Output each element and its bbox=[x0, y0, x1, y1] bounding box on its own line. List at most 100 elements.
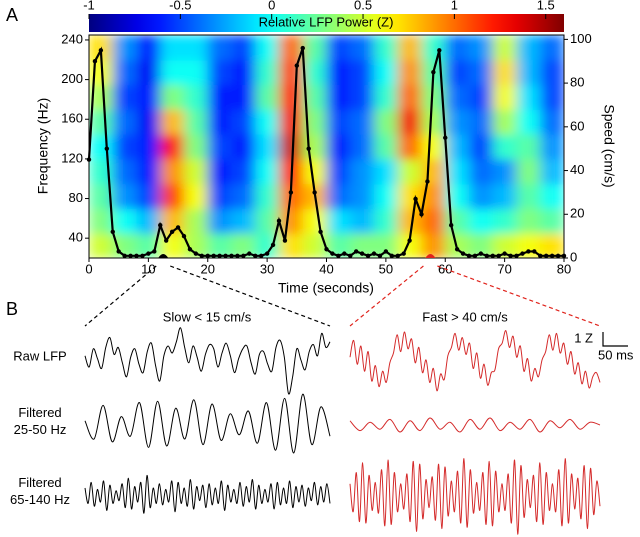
heatmap-cell bbox=[160, 109, 185, 135]
speed-point bbox=[549, 253, 555, 259]
heatmap-cell bbox=[136, 59, 161, 86]
speed-point bbox=[288, 190, 294, 195]
heatmap-cell bbox=[397, 109, 422, 135]
speed-point bbox=[490, 253, 495, 259]
heatmap-cell bbox=[540, 134, 564, 160]
heatmap-cell bbox=[89, 134, 114, 160]
heatmap-cell bbox=[112, 84, 137, 110]
colorbar-tick-label: 1 bbox=[451, 0, 458, 12]
heatmap-cell bbox=[255, 109, 280, 135]
heatmap-cell bbox=[326, 84, 351, 110]
speed-point bbox=[377, 253, 383, 259]
speed-point bbox=[158, 223, 163, 228]
heatmap-cell bbox=[492, 134, 517, 160]
heatmap-cell bbox=[255, 158, 280, 185]
heatmap-cell bbox=[255, 59, 280, 86]
row-label: Filtered bbox=[18, 475, 61, 490]
heatmap-cell bbox=[184, 84, 209, 110]
speed-point bbox=[371, 251, 377, 256]
heatmap-cell bbox=[445, 84, 470, 110]
heatmap-cell bbox=[231, 59, 256, 86]
heatmap-cell bbox=[112, 109, 137, 135]
heatmap-cell bbox=[469, 183, 494, 209]
speed-point bbox=[211, 253, 216, 259]
lfp-trace bbox=[84, 474, 331, 514]
heatmap-cell bbox=[207, 208, 232, 234]
heatmap-cell bbox=[184, 35, 209, 61]
speed-point bbox=[140, 253, 145, 259]
colorbar-title: Relative LFP Power (Z) bbox=[259, 14, 394, 29]
zoom-line bbox=[437, 265, 601, 327]
column-title: Slow < 15 cm/s bbox=[163, 309, 252, 324]
heatmap-cell bbox=[326, 183, 351, 209]
heatmap-cell bbox=[207, 109, 232, 135]
column-title: Fast > 40 cm/s bbox=[422, 309, 508, 324]
row-label: 65-140 Hz bbox=[10, 492, 70, 507]
speed-point bbox=[300, 45, 305, 51]
colorbar bbox=[89, 14, 564, 32]
lfp-trace bbox=[349, 330, 601, 392]
heatmap-cell bbox=[160, 35, 185, 61]
y2-tick-label: 0 bbox=[570, 249, 577, 264]
heatmap-cell bbox=[492, 109, 517, 135]
speed-point bbox=[514, 253, 519, 259]
zoom-line bbox=[170, 265, 331, 327]
speed-point bbox=[122, 253, 127, 259]
heatmap-cell bbox=[231, 84, 256, 110]
y2-tick-label: 60 bbox=[570, 118, 584, 133]
speed-point bbox=[454, 247, 460, 252]
heatmap-cell bbox=[374, 35, 399, 61]
heatmap-cell bbox=[469, 158, 494, 185]
speed-point bbox=[152, 249, 157, 254]
heatmap-cell bbox=[279, 134, 304, 160]
heatmap-cell bbox=[374, 208, 399, 234]
panel-label: A bbox=[6, 5, 18, 25]
speed-point bbox=[116, 249, 121, 254]
speed-point bbox=[437, 48, 442, 53]
speed-point bbox=[318, 229, 323, 234]
y-tick-label: 120 bbox=[61, 150, 83, 165]
heatmap-cell bbox=[207, 84, 232, 110]
heatmap-cell bbox=[469, 84, 494, 110]
speed-point bbox=[128, 253, 133, 259]
heatmap-cell bbox=[112, 158, 137, 185]
heatmap-cell bbox=[231, 109, 256, 135]
x-tick-label: 80 bbox=[557, 261, 571, 276]
heatmap-cell bbox=[207, 35, 232, 61]
speed-point bbox=[407, 238, 412, 243]
colorbar-tick-label: -0.5 bbox=[169, 0, 191, 12]
zoom-line bbox=[84, 265, 157, 327]
heatmap-cell bbox=[374, 59, 399, 86]
speed-point bbox=[478, 251, 484, 256]
heatmap-cell bbox=[516, 183, 541, 209]
speed-point bbox=[223, 253, 228, 259]
speed-point bbox=[92, 59, 98, 64]
heatmap-cell bbox=[492, 59, 517, 86]
speed-point bbox=[342, 251, 347, 256]
speed-point bbox=[365, 253, 371, 259]
colorbar-tick-label: -1 bbox=[83, 0, 95, 12]
heatmap-cell bbox=[350, 134, 375, 160]
heatmap-cell bbox=[350, 109, 375, 135]
colorbar-tick-label: 0 bbox=[268, 0, 275, 12]
speed-point bbox=[526, 249, 531, 254]
heatmap-cell bbox=[421, 158, 446, 185]
heatmap-cell bbox=[207, 59, 232, 86]
heatmap-cell bbox=[207, 158, 232, 185]
heatmap-cell bbox=[279, 59, 304, 86]
lfp-trace bbox=[349, 417, 601, 433]
zoom-line bbox=[349, 265, 424, 327]
speed-point bbox=[169, 229, 175, 234]
heatmap-cell bbox=[421, 134, 446, 160]
heatmap-cell bbox=[112, 59, 137, 86]
heatmap-cell bbox=[540, 84, 564, 110]
speed-point bbox=[543, 253, 549, 259]
x-tick-label: 10 bbox=[141, 261, 155, 276]
speed-point bbox=[466, 253, 472, 259]
heatmap-cell bbox=[231, 208, 256, 234]
speed-point bbox=[532, 249, 537, 254]
heatmap-cell bbox=[445, 109, 470, 135]
x-axis-label: Time (seconds) bbox=[278, 280, 374, 296]
speed-point bbox=[443, 135, 448, 140]
heatmap-cell bbox=[255, 208, 280, 234]
